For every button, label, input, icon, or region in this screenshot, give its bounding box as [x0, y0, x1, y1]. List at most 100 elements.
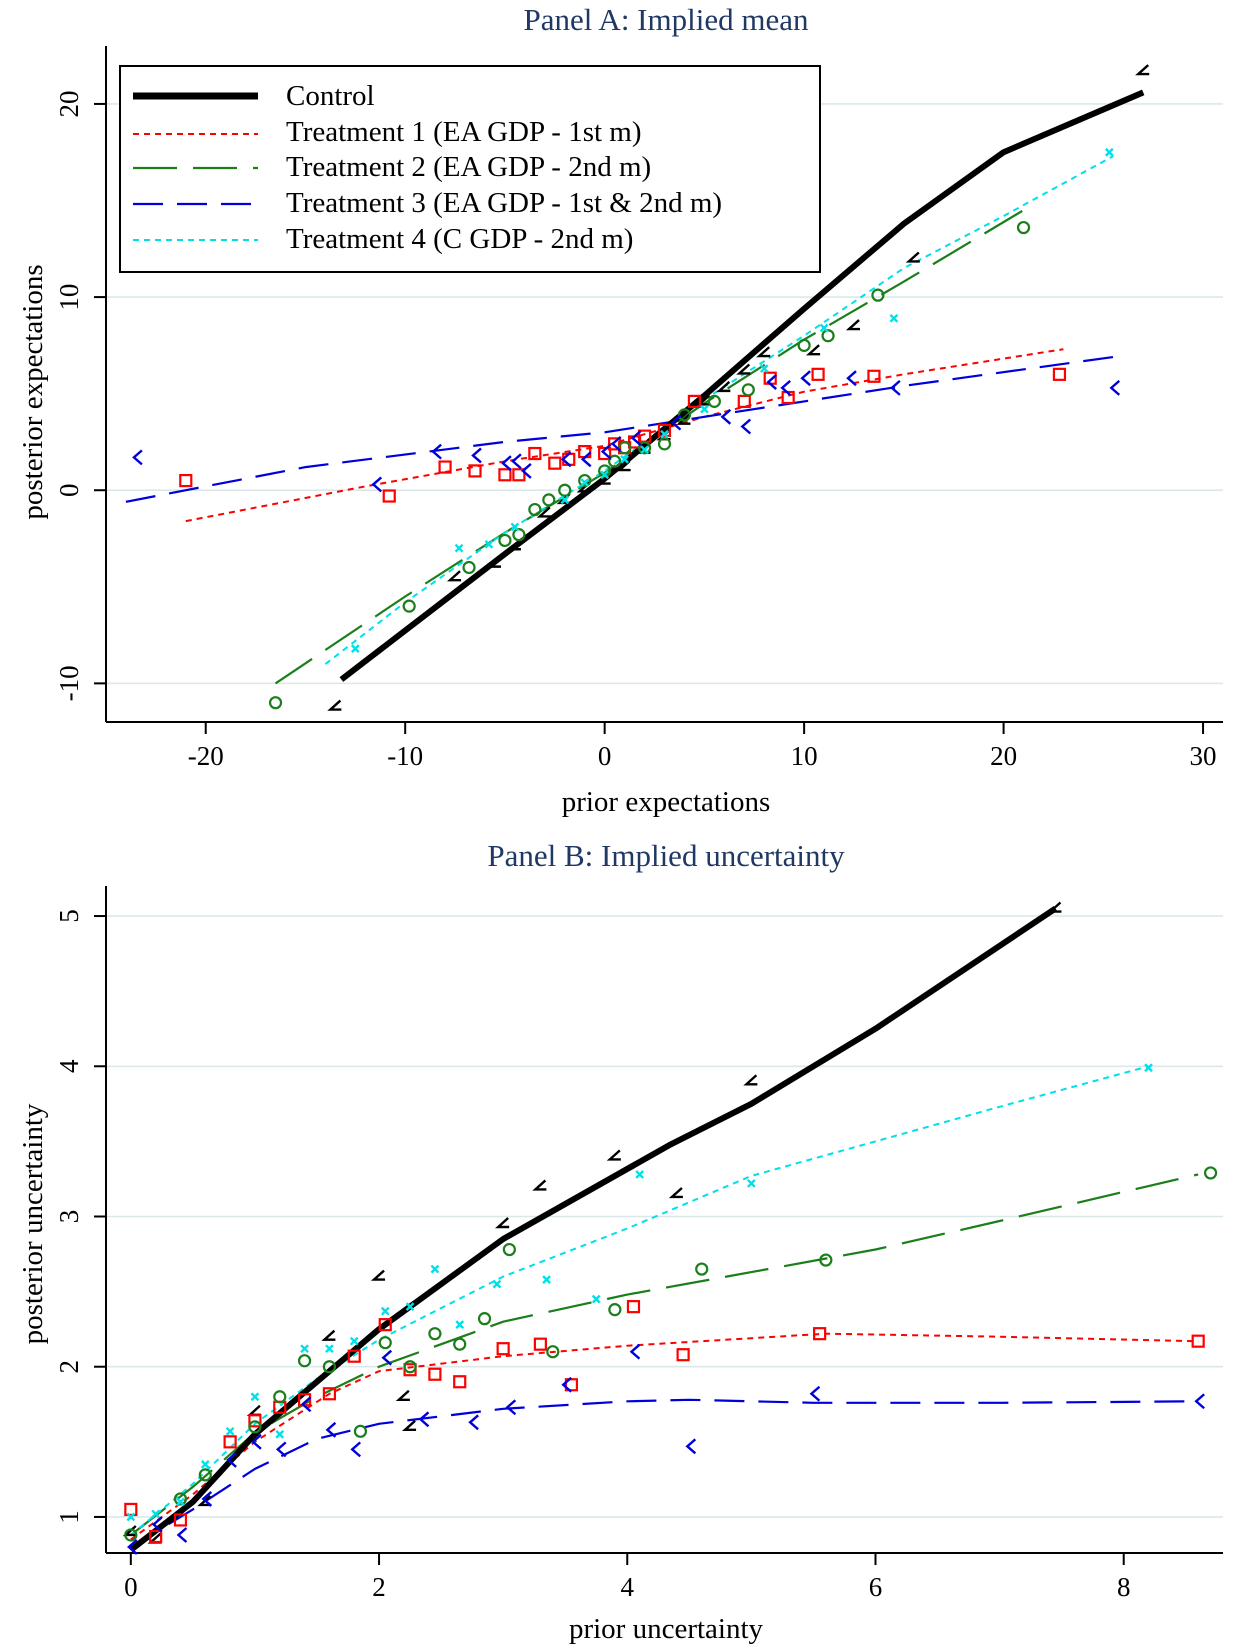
- panel-a-x-tick-label: 0: [598, 741, 612, 771]
- panel-b-point-treatment-1: [1191, 1334, 1205, 1348]
- panel-a-point-treatment-3: [501, 455, 512, 472]
- panel-a-point-control: [446, 570, 462, 582]
- panel-a-point-treatment-3: [610, 435, 622, 452]
- panel-b-point-treatment-2: [608, 1303, 622, 1317]
- panel-a-point-treatment-3: [560, 451, 572, 468]
- panel-b-point-treatment-1: [347, 1349, 361, 1363]
- panel-a-point-control: [736, 363, 751, 375]
- panel-a-point-treatment-1: [867, 369, 881, 383]
- panel-b-point-treatment-3: [350, 1441, 362, 1458]
- panel-b-point-control: [532, 1179, 547, 1191]
- panel-a-point-control: [506, 539, 521, 551]
- panel-b-y-tick-label: 2: [54, 1360, 84, 1374]
- panel-a-point-treatment-2: [268, 696, 283, 710]
- panel-a-point-treatment-3: [670, 414, 682, 431]
- panel-a-point-treatment-2: [402, 599, 416, 613]
- panel-a-point-treatment-4: [1104, 147, 1114, 157]
- panel-a-title: Panel A: Implied mean: [524, 2, 809, 37]
- panel-b-x-axis-label: prior uncertainty: [569, 1613, 764, 1645]
- panel-b-fit-line-treatment-2: [130, 1173, 1199, 1536]
- panel-a-point-treatment-2: [637, 441, 652, 455]
- legend-label-treatment-1: Treatment 1 (EA GDP - 1st m): [286, 116, 642, 148]
- panel-b-point-treatment-3: [126, 1539, 138, 1555]
- legend-entry-treatment-3: Treatment 3 (EA GDP - 1st & 2nd m): [133, 187, 722, 219]
- panel-b-point-treatment-4: [126, 1512, 136, 1522]
- panel-a-point-treatment-3: [800, 370, 811, 387]
- panel-a-point-control: [486, 556, 501, 568]
- panel-a-point-treatment-3: [766, 374, 778, 390]
- panel-a-point-treatment-1: [468, 464, 482, 478]
- legend-entry-treatment-1: Treatment 1 (EA GDP - 1st m): [133, 116, 642, 148]
- panel-a-point-treatment-3: [132, 449, 143, 466]
- panel-a-point-treatment-2: [1016, 220, 1031, 235]
- panel-b-point-treatment-3: [151, 1516, 163, 1533]
- panel-a-axes: [105, 46, 1223, 723]
- panel-a-point-treatment-1: [737, 394, 751, 408]
- panel-a: Panel A: Implied mean -10 0 10 20 -20 -10 0 10 2…: [17, 2, 1223, 818]
- panel-a-points-treatment-2: [268, 220, 1031, 710]
- panel-b-point-treatment-4: [225, 1426, 235, 1436]
- panel-b-point-treatment-2: [695, 1262, 709, 1276]
- panel-a-point-control: [805, 344, 821, 356]
- panel-a-point-treatment-3: [371, 476, 383, 493]
- panel-b-point-treatment-1: [223, 1435, 237, 1449]
- legend-entry-treatment-2: Treatment 2 (EA GDP - 2nd m): [133, 151, 651, 183]
- panel-b-point-treatment-2: [502, 1242, 516, 1257]
- panel-b-point-control: [321, 1329, 336, 1341]
- panel-a-point-treatment-1: [512, 468, 526, 482]
- panel-a-point-treatment-3: [471, 447, 482, 464]
- panel-b-point-treatment-2: [297, 1354, 312, 1368]
- panel-b-point-treatment-4: [200, 1460, 210, 1469]
- panel-a-points-treatment-1: [179, 367, 1067, 503]
- panel-b-point-treatment-3: [561, 1376, 573, 1393]
- panel-b-point-treatment-4: [542, 1275, 551, 1284]
- panel-b-points-treatment-3: [126, 1343, 1205, 1555]
- panel-b-title: Panel B: Implied uncertainty: [487, 838, 845, 873]
- panel-b-point-control: [197, 1495, 212, 1507]
- panel-b-point-treatment-4: [275, 1429, 285, 1439]
- panel-a-point-treatment-4: [660, 429, 669, 439]
- legend-entry-control: Control: [133, 80, 375, 112]
- panel-b-point-control: [1047, 901, 1062, 913]
- panel-b-point-treatment-4: [325, 1344, 334, 1354]
- panel-a-point-treatment-1: [598, 446, 612, 461]
- panel-a-point-treatment-1: [498, 468, 512, 482]
- panel-a-point-treatment-3: [630, 430, 642, 446]
- panel-b-point-treatment-4: [1144, 1063, 1153, 1073]
- panel-a-point-treatment-1: [548, 456, 562, 470]
- panel-a-point-treatment-2: [741, 383, 755, 397]
- panel-a-point-treatment-2: [871, 288, 885, 302]
- panel-a-point-control: [845, 319, 860, 331]
- panel-b-point-treatment-3: [300, 1396, 312, 1413]
- panel-b-y-axis-label: posterior uncertainty: [17, 1103, 49, 1344]
- panel-b-point-treatment-2: [124, 1528, 138, 1542]
- panel-b-y-tick-label: 3: [54, 1210, 84, 1224]
- panel-b-plot-area: [122, 901, 1218, 1555]
- panel-a-point-treatment-2: [677, 408, 692, 422]
- panel-a-x-tick-label: 30: [1190, 741, 1217, 771]
- panel-b-point-control: [370, 1269, 386, 1281]
- panel-a-point-treatment-3: [431, 443, 442, 460]
- panel-b-point-treatment-2: [428, 1327, 442, 1341]
- panel-a-point-treatment-4: [560, 495, 570, 505]
- panel-b-point-treatment-3: [201, 1491, 213, 1507]
- panel-a-point-treatment-3: [580, 451, 592, 468]
- panel-a-y-tick-label: 20: [54, 90, 84, 117]
- panel-a-point-treatment-3: [890, 379, 901, 396]
- panel-b-point-treatment-3: [418, 1411, 430, 1428]
- panel-a-point-treatment-4: [700, 404, 709, 414]
- panel-a-point-treatment-3: [521, 463, 532, 479]
- panel-b-point-control: [246, 1404, 261, 1416]
- panel-a-point-treatment-2: [618, 441, 632, 455]
- panel-b-point-control: [395, 1389, 410, 1401]
- panel-b-point-treatment-1: [322, 1387, 336, 1401]
- panel-b-x-tick-label: 2: [372, 1572, 386, 1602]
- panel-b-point-treatment-4: [591, 1294, 601, 1304]
- panel-b-point-treatment-3: [1194, 1393, 1205, 1410]
- panel-a-fit-line-treatment-3: [125, 355, 1114, 503]
- panel-a-points-treatment-3: [132, 370, 1121, 493]
- panel-a-point-treatment-2: [528, 502, 542, 517]
- panel-a-point-treatment-4: [484, 539, 494, 549]
- panel-a-point-treatment-1: [179, 473, 193, 488]
